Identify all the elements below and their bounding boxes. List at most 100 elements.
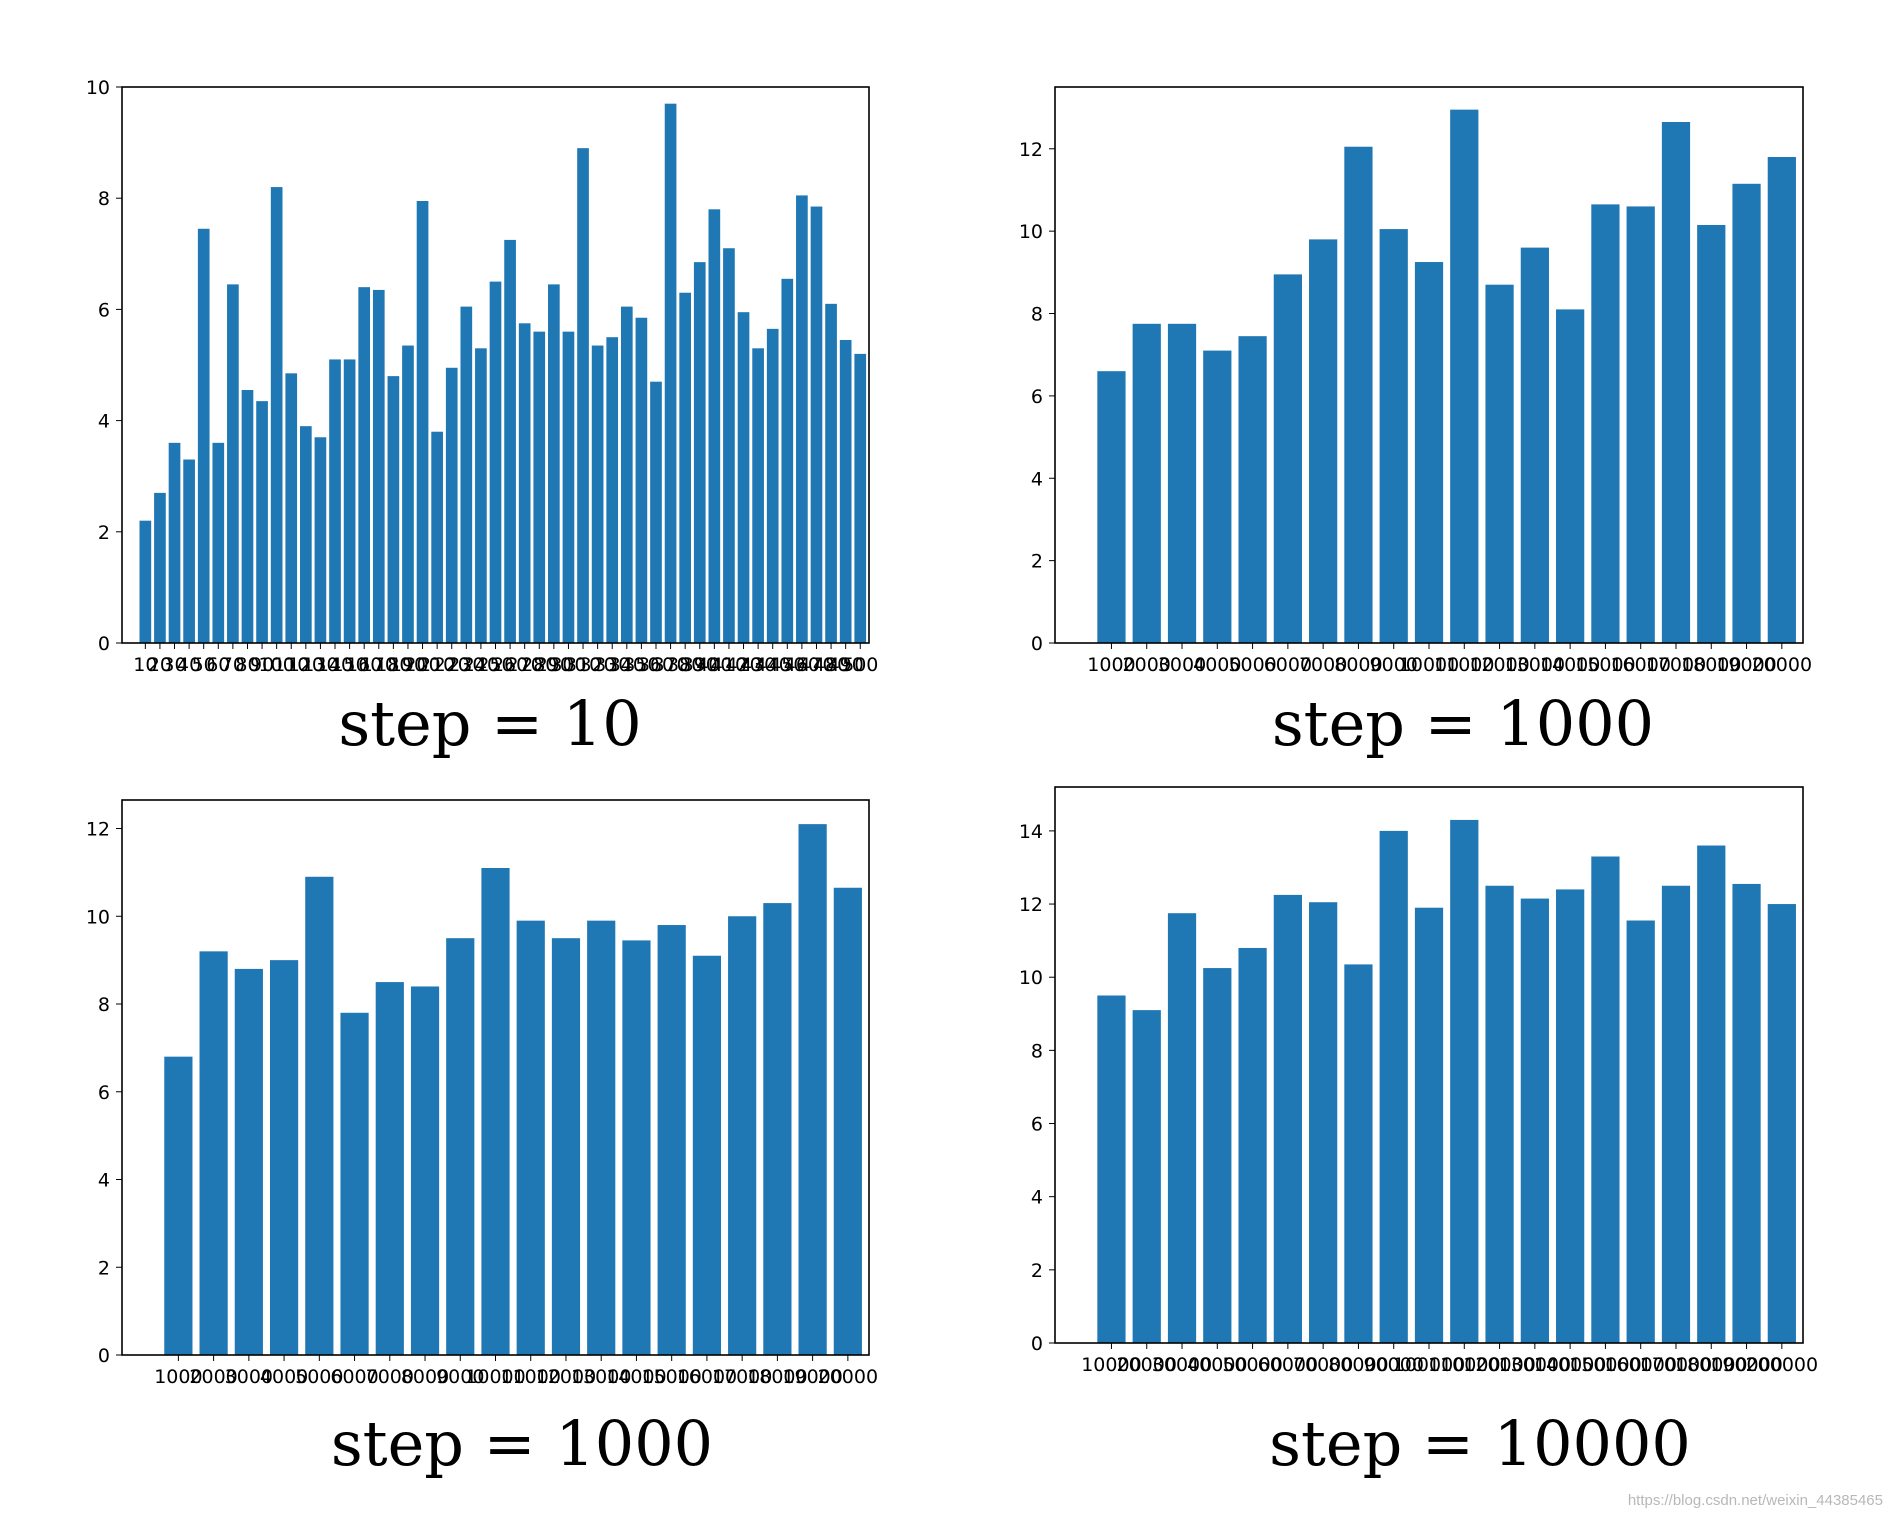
bar-160000 bbox=[1626, 920, 1655, 1343]
x-tick-label: 80 bbox=[235, 654, 259, 676]
bar-240 bbox=[475, 348, 487, 643]
x-tick-label: 280 bbox=[521, 654, 557, 676]
bar-11000 bbox=[1450, 109, 1479, 643]
x-tick-label: 50000 bbox=[1222, 1354, 1282, 1376]
x-tick-label: 30000 bbox=[1152, 1354, 1212, 1376]
x-tick-label: 14000 bbox=[606, 1366, 666, 1388]
x-tick-label: 320 bbox=[579, 654, 615, 676]
chart-caption: step = 1000 bbox=[1272, 687, 1654, 760]
x-tick-label: 3000 bbox=[1158, 654, 1206, 676]
x-tick-label: 4000 bbox=[260, 1366, 308, 1388]
y-tick-label: 2 bbox=[98, 1257, 110, 1279]
bar-19000 bbox=[1732, 183, 1761, 644]
bar-200 bbox=[416, 200, 429, 644]
bar-5000 bbox=[305, 876, 334, 1355]
x-tick-label: 80000 bbox=[1328, 1354, 1388, 1376]
y-tick-label: 0 bbox=[98, 633, 110, 655]
bar-11000 bbox=[516, 920, 545, 1355]
bar-15000 bbox=[657, 925, 686, 1355]
x-tick-label: 40 bbox=[177, 654, 201, 676]
x-tick-label: 4000 bbox=[1193, 654, 1241, 676]
x-tick-label: 8000 bbox=[401, 1366, 449, 1388]
x-tick-label: 170000 bbox=[1640, 1354, 1713, 1376]
bar-460 bbox=[796, 195, 808, 644]
bar-400 bbox=[708, 209, 721, 643]
x-tick-label: 300 bbox=[550, 654, 586, 676]
y-tick-label: 8 bbox=[98, 188, 110, 210]
bar-18000 bbox=[763, 903, 792, 1355]
bar-120 bbox=[300, 426, 312, 643]
x-tick-label: 310 bbox=[565, 654, 601, 676]
x-tick-label: 190000 bbox=[1710, 1354, 1783, 1376]
y-tick-label: 8 bbox=[1031, 304, 1043, 326]
x-tick-label: 460 bbox=[784, 654, 820, 676]
chart-caption: step = 10 bbox=[338, 687, 641, 760]
y-tick-label: 2 bbox=[1031, 551, 1043, 573]
x-tick-label: 390 bbox=[682, 654, 718, 676]
y-tick-label: 0 bbox=[1031, 633, 1043, 655]
bar-6000 bbox=[340, 1012, 369, 1355]
y-tick-label: 12 bbox=[1019, 894, 1043, 916]
x-tick-label: 370 bbox=[652, 654, 688, 676]
watermark: https://blog.csdn.net/weixin_44385465 bbox=[1628, 1492, 1883, 1509]
bar-17000 bbox=[1661, 122, 1691, 643]
x-tick-label: 30 bbox=[162, 654, 186, 676]
bar-210 bbox=[431, 431, 443, 643]
y-tick-label: 12 bbox=[86, 819, 110, 841]
chart-caption: step = 1000 bbox=[331, 1407, 713, 1480]
x-tick-label: 180 bbox=[375, 654, 411, 676]
x-tick-label: 20 bbox=[148, 654, 172, 676]
bar-340 bbox=[620, 306, 633, 643]
bar-10000 bbox=[481, 868, 510, 1355]
bar-180000 bbox=[1697, 845, 1726, 1343]
x-tick-label: 18000 bbox=[1681, 654, 1741, 676]
bar-12000 bbox=[1485, 284, 1514, 643]
y-tick-label: 6 bbox=[1031, 1114, 1043, 1136]
x-tick-label: 220 bbox=[434, 654, 470, 676]
x-tick-label: 210 bbox=[419, 654, 455, 676]
bar-380 bbox=[679, 292, 691, 643]
axes-frame bbox=[1054, 786, 1804, 1344]
bar-16000 bbox=[692, 955, 722, 1355]
x-tick-label: 10000 bbox=[1081, 1354, 1141, 1376]
y-tick-label: 14 bbox=[1019, 821, 1043, 843]
y-tick-label: 4 bbox=[1031, 468, 1043, 490]
bar-250 bbox=[489, 281, 502, 643]
bar-20 bbox=[154, 492, 166, 643]
y-tick-label: 10 bbox=[86, 77, 110, 99]
bar-70000 bbox=[1309, 902, 1338, 1343]
bar-9000 bbox=[1379, 229, 1408, 643]
bar-140000 bbox=[1556, 889, 1585, 1343]
bar-3000 bbox=[1167, 323, 1197, 643]
y-tick-label: 0 bbox=[1031, 1333, 1043, 1355]
x-tick-label: 500 bbox=[842, 654, 878, 676]
x-tick-label: 8000 bbox=[1334, 654, 1382, 676]
x-tick-label: 10 bbox=[133, 654, 157, 676]
bar-2000 bbox=[1132, 323, 1161, 643]
bar-280 bbox=[533, 331, 546, 643]
x-tick-label: 140000 bbox=[1534, 1354, 1607, 1376]
bar-480 bbox=[825, 303, 837, 643]
x-tick-label: 250 bbox=[477, 654, 513, 676]
bar-60 bbox=[212, 442, 225, 643]
bar-130000 bbox=[1520, 898, 1549, 1343]
bar-200000 bbox=[1767, 904, 1796, 1343]
bar-10 bbox=[139, 520, 152, 643]
x-tick-label: 230 bbox=[448, 654, 484, 676]
axes-frame bbox=[1054, 86, 1804, 644]
x-tick-label: 180000 bbox=[1675, 1354, 1748, 1376]
x-tick-label: 380 bbox=[667, 654, 703, 676]
x-tick-label: 7000 bbox=[366, 1366, 414, 1388]
bar-450 bbox=[781, 278, 794, 643]
bar-140 bbox=[329, 359, 341, 643]
x-tick-label: 470 bbox=[798, 654, 834, 676]
bar-5000 bbox=[1238, 336, 1267, 643]
x-tick-label: 90000 bbox=[1363, 1354, 1423, 1376]
y-tick-label: 2 bbox=[1031, 1260, 1043, 1282]
y-tick-label: 10 bbox=[1019, 967, 1043, 989]
chart-step-1000-bottom: 1000200030004000500060007000800090001000… bbox=[86, 799, 878, 1480]
bar-13000 bbox=[1520, 247, 1549, 643]
x-tick-label: 360 bbox=[638, 654, 674, 676]
x-tick-label: 100000 bbox=[1393, 1354, 1466, 1376]
y-tick-label: 12 bbox=[1019, 139, 1043, 161]
